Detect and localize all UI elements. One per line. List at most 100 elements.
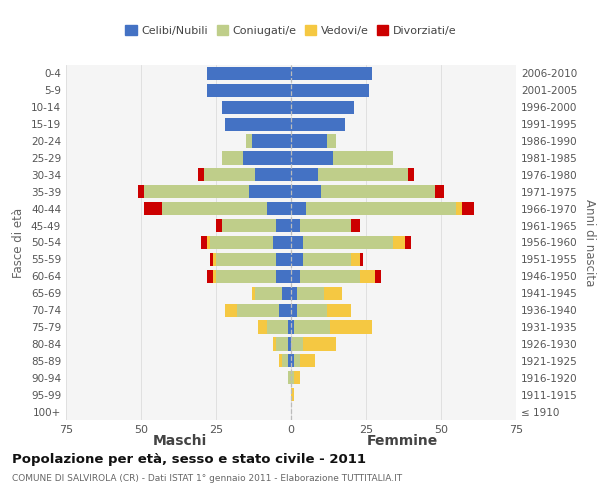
Bar <box>321 185 435 198</box>
Bar <box>291 168 318 181</box>
Bar <box>267 320 288 334</box>
Bar <box>300 354 315 368</box>
Bar <box>360 270 375 283</box>
Bar <box>333 152 393 164</box>
Bar <box>291 84 369 97</box>
Bar <box>138 185 144 198</box>
Bar <box>222 152 243 164</box>
Bar <box>207 270 213 283</box>
Bar <box>291 388 294 401</box>
Bar <box>207 236 210 249</box>
Bar <box>318 168 408 181</box>
Bar <box>330 320 372 334</box>
Bar <box>291 185 321 198</box>
Y-axis label: Anni di nascita: Anni di nascita <box>583 199 596 286</box>
Bar <box>291 67 372 80</box>
Bar <box>405 236 411 249</box>
Bar <box>456 202 462 215</box>
Bar <box>210 236 273 249</box>
Bar <box>291 236 303 249</box>
Bar <box>291 219 300 232</box>
Bar <box>306 202 456 215</box>
Bar <box>222 100 291 114</box>
Text: Femmine: Femmine <box>367 434 437 448</box>
Bar <box>216 270 276 283</box>
Bar <box>303 253 351 266</box>
Bar <box>249 185 291 198</box>
Bar <box>300 270 360 283</box>
Bar <box>327 304 351 316</box>
Bar <box>225 304 237 316</box>
Bar <box>162 202 267 215</box>
Bar <box>300 219 351 232</box>
Bar <box>252 286 255 300</box>
Bar <box>207 84 291 97</box>
Bar <box>303 236 393 249</box>
Bar <box>255 168 291 181</box>
Bar <box>216 253 276 266</box>
Bar <box>276 270 291 283</box>
Bar <box>213 270 216 283</box>
Bar <box>360 253 363 266</box>
Bar <box>297 286 324 300</box>
Bar <box>276 219 291 232</box>
Bar <box>288 320 291 334</box>
Bar <box>282 286 291 300</box>
Bar <box>225 118 291 131</box>
Bar <box>255 286 282 300</box>
Bar <box>408 168 414 181</box>
Bar <box>375 270 381 283</box>
Bar <box>279 354 282 368</box>
Bar <box>243 152 291 164</box>
Y-axis label: Fasce di età: Fasce di età <box>13 208 25 278</box>
Bar <box>222 219 276 232</box>
Bar <box>291 304 297 316</box>
Bar <box>246 134 252 147</box>
Bar <box>288 338 291 350</box>
Bar <box>267 202 291 215</box>
Bar <box>273 236 291 249</box>
Bar <box>435 185 444 198</box>
Bar <box>216 219 222 232</box>
Bar <box>291 354 294 368</box>
Legend: Celibi/Nubili, Coniugati/e, Vedovi/e, Divorziati/e: Celibi/Nubili, Coniugati/e, Vedovi/e, Di… <box>121 21 461 40</box>
Bar <box>204 168 255 181</box>
Text: Maschi: Maschi <box>153 434 207 448</box>
Bar <box>393 236 405 249</box>
Bar <box>351 253 360 266</box>
Bar <box>291 202 306 215</box>
Bar <box>237 304 279 316</box>
Bar <box>288 371 291 384</box>
Bar <box>297 304 327 316</box>
Bar <box>351 219 360 232</box>
Bar <box>258 320 267 334</box>
Bar <box>291 100 354 114</box>
Bar <box>213 253 216 266</box>
Bar <box>294 371 300 384</box>
Bar <box>198 168 204 181</box>
Bar <box>291 134 327 147</box>
Bar <box>291 286 297 300</box>
Bar <box>252 134 291 147</box>
Bar <box>210 253 213 266</box>
Bar <box>282 354 288 368</box>
Bar <box>294 320 330 334</box>
Bar <box>291 152 333 164</box>
Bar <box>144 202 162 215</box>
Bar <box>276 338 288 350</box>
Bar <box>273 338 276 350</box>
Text: Popolazione per età, sesso e stato civile - 2011: Popolazione per età, sesso e stato civil… <box>12 452 366 466</box>
Bar <box>462 202 474 215</box>
Bar <box>291 118 345 131</box>
Bar <box>276 253 291 266</box>
Bar <box>291 253 303 266</box>
Bar <box>291 320 294 334</box>
Bar <box>144 185 249 198</box>
Bar <box>288 354 291 368</box>
Bar <box>279 304 291 316</box>
Bar <box>303 338 336 350</box>
Bar <box>324 286 342 300</box>
Bar <box>291 371 294 384</box>
Bar <box>207 67 291 80</box>
Text: COMUNE DI SALVIROLA (CR) - Dati ISTAT 1° gennaio 2011 - Elaborazione TUTTITALIA.: COMUNE DI SALVIROLA (CR) - Dati ISTAT 1°… <box>12 474 402 483</box>
